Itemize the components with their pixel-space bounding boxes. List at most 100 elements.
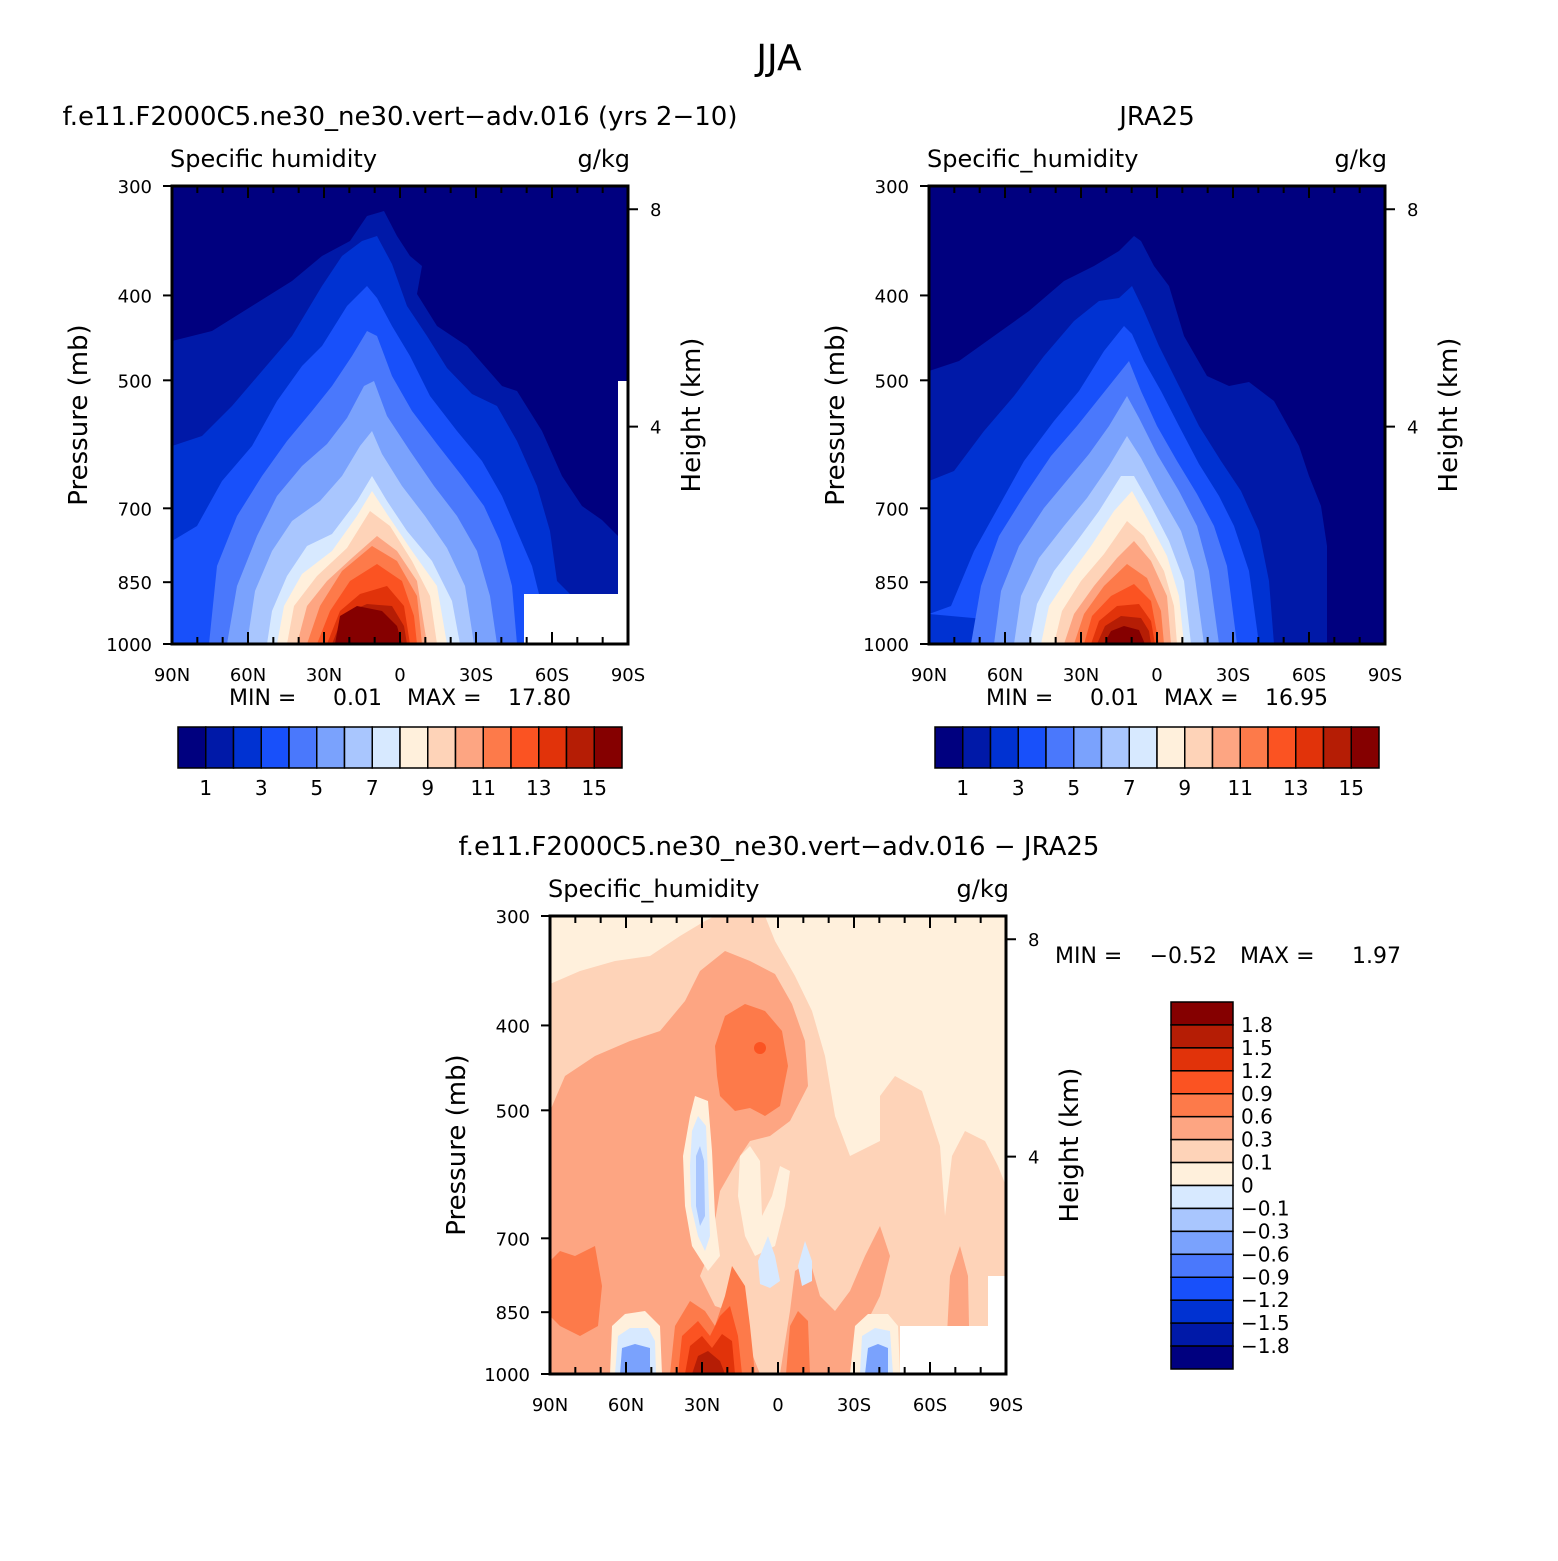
panel-model-min-value: 0.01	[333, 686, 382, 711]
panel-jra25-max-label: MAX =	[1164, 686, 1239, 711]
panel-difference-y-axis-label: Pressure (mb)	[442, 1054, 472, 1235]
y-tick-label: 400	[875, 286, 909, 307]
x-tick-label: 60N	[230, 665, 266, 686]
x-tick-label: 30N	[306, 665, 342, 686]
colorbar-swatch	[1128, 726, 1158, 769]
panel-difference-min-value: −0.52	[1150, 944, 1217, 969]
y-tick-label: 300	[496, 907, 530, 928]
panel-jra25-units-label: g/kg	[1335, 145, 1387, 173]
panel-difference-missing-data-edge	[988, 1276, 1006, 1374]
figure-title: JJA	[754, 38, 802, 79]
colorbar-swatch	[1170, 1024, 1234, 1049]
colorbar-label: 9	[1178, 776, 1191, 800]
panel-difference-contour-neg-0-1-equator	[758, 1236, 780, 1288]
colorbar-swatch	[1045, 726, 1075, 769]
y-tick-label: 400	[496, 1016, 530, 1037]
colorbar-swatch	[1170, 1299, 1234, 1324]
panel-difference-min-label: MIN =	[1055, 944, 1122, 969]
panel-jra25-y-axis-label: Pressure (mb)	[821, 324, 851, 505]
y-tick-label: 850	[118, 573, 152, 594]
colorbar-label: 11	[1228, 776, 1253, 800]
y2-tick-label: 8	[650, 200, 661, 221]
panel-jra25-max-value: 16.95	[1265, 686, 1328, 711]
panel-jra25-contour-level-max	[1104, 626, 1145, 644]
colorbar-label: −0.1	[1241, 1196, 1290, 1220]
colorbar-swatch	[1156, 726, 1186, 769]
colorbar-label: 15	[582, 776, 607, 800]
panel-difference-max-value: 1.97	[1352, 944, 1401, 969]
colorbar-label: −1.2	[1241, 1288, 1290, 1312]
colorbar-swatch	[1170, 1138, 1234, 1164]
x-tick-label: 60S	[1292, 665, 1326, 686]
colorbar-label: 0.6	[1241, 1105, 1273, 1129]
panel-jra25-colorbar: 1 3 5 7 9 11 13 15	[934, 726, 1380, 800]
y-tick-label: 1000	[484, 1365, 530, 1386]
panel-difference-y2-axis-label: Height (km)	[1055, 1068, 1085, 1223]
colorbar-swatch	[288, 726, 318, 769]
y-tick-label: 850	[496, 1303, 530, 1324]
colorbar-label: 0.3	[1241, 1128, 1273, 1152]
panel-model-max-value: 17.80	[508, 686, 571, 711]
colorbar-swatch	[1239, 726, 1269, 769]
colorbar-swatch	[593, 726, 623, 769]
colorbar-swatch	[1211, 726, 1241, 769]
panel-difference-title: f.e11.F2000C5.ne30_ne30.vert−adv.016 − J…	[459, 832, 1100, 862]
y-tick-label: 700	[118, 499, 152, 520]
colorbar-label: 1.8	[1241, 1013, 1273, 1037]
colorbar-label: 1	[199, 776, 212, 800]
colorbar-swatch	[989, 726, 1019, 769]
x-tick-label: 90N	[154, 665, 190, 686]
panel-difference-max-label: MAX =	[1240, 944, 1315, 969]
colorbar-label: 13	[526, 776, 551, 800]
x-tick-label: 0	[1151, 665, 1162, 686]
colorbar-swatch	[1170, 1276, 1234, 1301]
x-tick-label: 90S	[989, 1395, 1023, 1416]
x-tick-label: 60S	[535, 665, 569, 686]
colorbar-swatch	[1295, 726, 1325, 769]
x-tick-label: 90N	[532, 1395, 568, 1416]
colorbar-swatch	[1350, 726, 1380, 769]
colorbar-swatch	[260, 726, 290, 769]
x-tick-label: 0	[394, 665, 405, 686]
panel-model-contour-level-max	[335, 606, 402, 644]
colorbar-swatch	[1170, 1001, 1234, 1026]
panel-difference-contour-neg-0-6-south-polar	[865, 1344, 888, 1374]
panel-model-title: f.e11.F2000C5.ne30_ne30.vert−adv.016 (yr…	[63, 102, 738, 132]
colorbar-label: −1.5	[1241, 1311, 1290, 1335]
y-tick-label: 400	[118, 286, 152, 307]
colorbar-label: −0.6	[1241, 1242, 1290, 1266]
panel-jra25-plot	[929, 186, 1385, 644]
panel-jra25-variable-label: Specific_humidity	[927, 145, 1138, 173]
panel-model-y-ticks: 300 400 500 700 850 1000 8 4	[106, 177, 661, 656]
colorbar-swatch	[1322, 726, 1352, 769]
colorbar-swatch	[232, 726, 262, 769]
colorbar-swatch	[371, 726, 401, 769]
colorbar-swatch	[205, 726, 235, 769]
y-tick-label: 1000	[863, 635, 909, 656]
panel-difference-contour-0-6-equator	[786, 1311, 810, 1374]
colorbar-swatch	[565, 726, 595, 769]
panel-difference-contour-0-equator	[738, 1146, 790, 1256]
colorbar-label: 5	[1067, 776, 1080, 800]
panel-model-units-label: g/kg	[578, 145, 630, 173]
colorbar-swatch	[1073, 726, 1103, 769]
panel-jra25-min-value: 0.01	[1090, 686, 1139, 711]
colorbar-swatch	[482, 726, 512, 769]
panel-difference-x-ticks: 90N 60N 30N 0 30S 60S 90S	[532, 916, 1023, 1416]
panel-model-colorbar: 1 3 5 7 9 11 13 15	[177, 726, 623, 800]
panel-difference-plot	[550, 916, 1006, 1374]
y-tick-label: 1000	[106, 635, 152, 656]
y-tick-label: 300	[875, 177, 909, 198]
colorbar-label: 7	[1123, 776, 1136, 800]
panel-model-max-label: MAX =	[407, 686, 482, 711]
colorbar-swatch	[399, 726, 429, 769]
panel-difference-contour-neg-0-3-lobe	[696, 1146, 705, 1226]
colorbar-label: 3	[1012, 776, 1025, 800]
panel-model-x-ticks: 90N 60N 30N 0 30S 60S 90S	[154, 186, 645, 686]
colorbar-label: 0	[1241, 1174, 1254, 1198]
y2-tick-label: 8	[1028, 930, 1039, 951]
colorbar-swatch	[1170, 1253, 1234, 1278]
colorbar-swatch	[1170, 1184, 1234, 1210]
panel-model-variable-label: Specific humidity	[170, 145, 377, 173]
colorbar-swatch	[1100, 726, 1130, 769]
